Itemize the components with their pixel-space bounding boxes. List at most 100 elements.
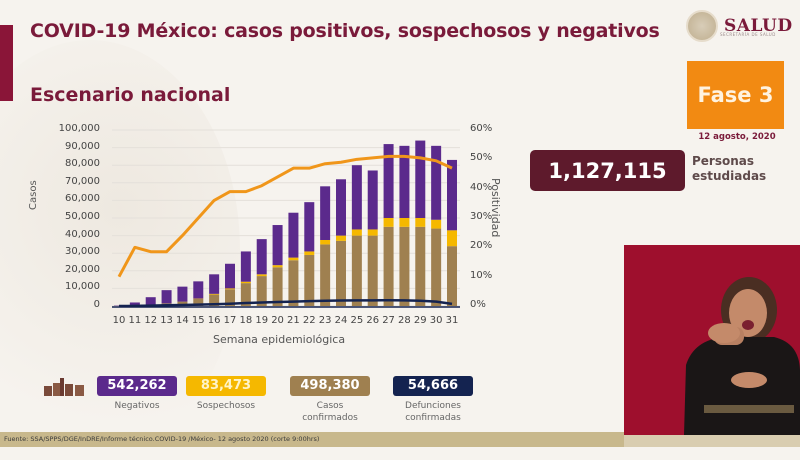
bar-segment [415, 218, 425, 227]
x-tick: 14 [174, 315, 190, 326]
bar-segment [320, 186, 330, 240]
bar-segment [146, 297, 156, 305]
x-axis-title: Semana epidemiológica [213, 333, 345, 346]
y2-tick: 20% [470, 240, 492, 251]
y-tick: 30,000 [30, 246, 100, 257]
salud-logo: SALUD [686, 10, 793, 42]
bar-segment [241, 251, 251, 281]
bar-segment [431, 220, 441, 229]
national-seal-icon [686, 10, 718, 42]
stat-label: Defunciones confirmadas [402, 400, 464, 424]
stat-value: 54,666 [393, 376, 473, 396]
bar-segment [257, 239, 267, 274]
bar-segment [225, 264, 235, 289]
bar-segment [336, 241, 346, 306]
x-tick: 29 [412, 315, 428, 326]
x-tick: 24 [333, 315, 349, 326]
bar-segment [384, 218, 394, 227]
y2-tick: 0% [470, 299, 486, 310]
tested-count: 1,127,115 [530, 150, 685, 191]
people-illustration-icon [42, 378, 88, 396]
bar-segment [352, 229, 362, 235]
x-tick: 18 [238, 315, 254, 326]
y-tick: 0 [30, 299, 100, 310]
bar-segment [431, 229, 441, 306]
bar-segment [415, 227, 425, 306]
bar-segment [257, 274, 267, 276]
x-tick: 13 [159, 315, 175, 326]
bar-segment [193, 281, 203, 298]
bar-segment [447, 230, 457, 246]
bar-segment [384, 227, 394, 306]
bar-segment [288, 213, 298, 258]
bar-segment [225, 288, 235, 289]
bar-segment [304, 202, 314, 251]
x-tick: 19 [254, 315, 270, 326]
x-tick: 31 [444, 315, 460, 326]
stat-label: Negativos [97, 400, 177, 412]
bar-segment [447, 160, 457, 230]
bar-segment [209, 294, 219, 295]
bar-segment [209, 274, 219, 294]
bar-segment [304, 251, 314, 255]
bar-segment [304, 255, 314, 306]
stat-value: 542,262 [97, 376, 177, 396]
bar-segment [399, 218, 409, 227]
x-tick: 26 [365, 315, 381, 326]
stat-defunciones-confirmadas: 54,666 Defunciones confirmadas [393, 376, 473, 424]
tested-label-line1: Personas [692, 154, 766, 169]
y-tick: 40,000 [30, 229, 100, 240]
x-tick: 17 [222, 315, 238, 326]
tested-label: Personas estudiadas [692, 154, 766, 184]
interpreter-figure [624, 245, 800, 435]
phase-badge: Fase 3 [687, 61, 784, 129]
bar-segment [288, 260, 298, 306]
bar-segment [368, 236, 378, 306]
bar-segment [399, 227, 409, 306]
x-tick: 11 [127, 315, 143, 326]
bar-segment [320, 240, 330, 244]
bar-segment [431, 146, 441, 220]
bar-segment [336, 236, 346, 241]
stat-value: 498,380 [290, 376, 370, 396]
x-tick: 27 [381, 315, 397, 326]
logo-subtext: SECRETARÍA DE SALUD [720, 32, 776, 37]
footer-strip [624, 435, 800, 447]
stat-value: 83,473 [186, 376, 266, 396]
bar-segment [447, 246, 457, 306]
bar-segment [177, 287, 187, 302]
y2-tick: 40% [470, 182, 492, 193]
bar-segment [162, 290, 172, 303]
y-tick: 10,000 [30, 281, 100, 292]
bar-segment [320, 244, 330, 306]
x-tick: 23 [317, 315, 333, 326]
y2-tick: 60% [470, 123, 492, 134]
x-tick: 28 [396, 315, 412, 326]
x-tick: 22 [301, 315, 317, 326]
x-tick: 16 [206, 315, 222, 326]
y2-tick: 10% [470, 270, 492, 281]
y2-tick: 30% [470, 211, 492, 222]
stat-casos-confirmados: 498,380 Casos confirmados [290, 376, 370, 424]
stat-negativos: 542,262 Negativos [97, 376, 177, 412]
y-tick: 60,000 [30, 193, 100, 204]
bar-segment [273, 265, 283, 267]
y-tick: 100,000 [30, 123, 100, 134]
bar-segment [273, 225, 283, 265]
x-tick: 20 [270, 315, 286, 326]
report-date: 12 agosto, 2020 [690, 132, 784, 142]
y2-tick: 50% [470, 152, 492, 163]
stat-label: Casos confirmados [299, 400, 361, 424]
y-tick: 20,000 [30, 264, 100, 275]
tested-label-line2: estudiadas [692, 169, 766, 184]
y-tick: 90,000 [30, 141, 100, 152]
y-tick: 70,000 [30, 176, 100, 187]
bar-segment [352, 236, 362, 306]
x-tick: 21 [285, 315, 301, 326]
bar-segment [352, 165, 362, 229]
x-tick: 25 [349, 315, 365, 326]
bar-segment [273, 267, 283, 306]
x-tick: 30 [428, 315, 444, 326]
x-tick: 12 [143, 315, 159, 326]
